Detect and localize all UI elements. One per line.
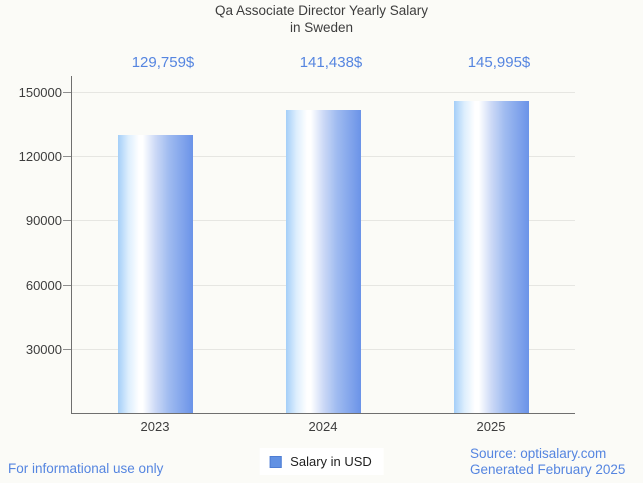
gridline-150000	[71, 92, 575, 93]
legend-label: Salary in USD	[290, 454, 372, 469]
source-line1: Source: optisalary.com	[470, 446, 607, 461]
x-tick-label-2025: 2025	[476, 419, 506, 434]
chart-title-line2: in Sweden	[289, 19, 354, 35]
y-tick-120000	[63, 156, 71, 158]
chart-title: Qa Associate Director Yearly Salary in S…	[0, 3, 643, 36]
x-tick-label-2023: 2023	[140, 419, 170, 434]
y-tick-label-60000: 60000	[25, 277, 62, 293]
source-line2: Generated February 2025	[470, 461, 626, 477]
y-tick-30000	[63, 348, 71, 350]
bar-2024[interactable]	[285, 110, 361, 413]
legend[interactable]: Salary in USD	[259, 448, 384, 475]
bar-2025[interactable]	[453, 100, 529, 413]
y-tick-150000	[63, 92, 71, 93]
y-axis-line	[71, 76, 72, 414]
y-tick-label-90000: 90000	[25, 213, 62, 229]
x-axis-line	[71, 413, 575, 414]
value-label-2023: 129,759$	[131, 54, 195, 71]
y-tick-90000	[63, 220, 71, 222]
value-label-2024: 141,438$	[299, 54, 363, 71]
bar-2023[interactable]	[117, 135, 193, 413]
y-tick-label-120000: 120000	[18, 149, 62, 165]
chart-title-line1: Qa Associate Director Yearly Salary	[214, 3, 429, 18]
source-text: Source: optisalary.com Generated Februar…	[470, 446, 625, 477]
disclaimer-text: For informational use only	[8, 461, 164, 476]
value-label-2025: 145,995$	[467, 54, 531, 71]
legend-marker-icon	[269, 455, 282, 468]
y-tick-label-150000: 150000	[18, 85, 62, 100]
y-tick-label-30000: 30000	[25, 341, 62, 357]
x-tick-label-2024: 2024	[308, 419, 338, 434]
y-tick-60000	[63, 284, 71, 286]
